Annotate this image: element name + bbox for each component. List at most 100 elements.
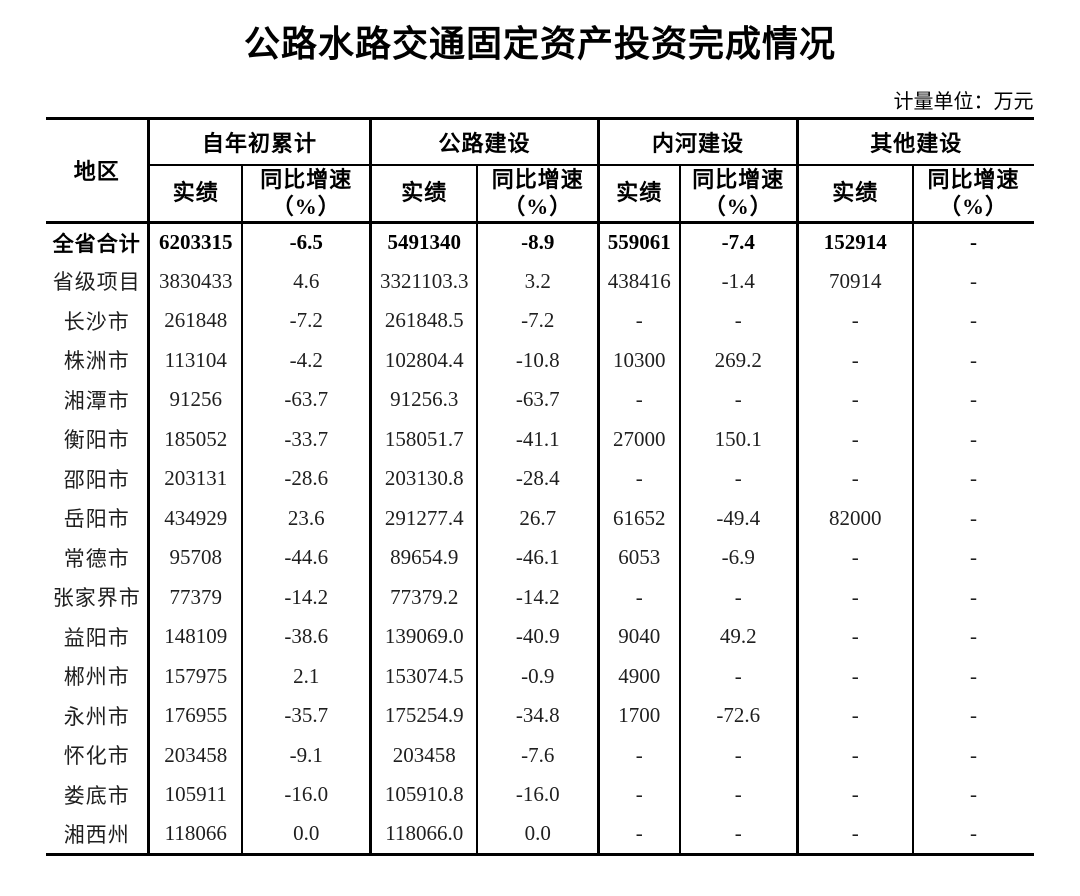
table-body: 全省合计 6203315 -6.5 5491340 -8.9 559061 -7.4 1529… xyxy=(46,222,1034,854)
value-cell: -41.1 xyxy=(476,419,599,459)
value-cell: -7.2 xyxy=(476,301,599,341)
table-header: 地区 自年初累计 公路建设 内河建设 其他建设 实绩 同比增速 （%） 实绩 同… xyxy=(46,118,1034,224)
value-cell: 261848 xyxy=(146,301,243,341)
value-cell: - xyxy=(678,301,798,341)
value-cell: -8.9 xyxy=(476,222,599,262)
sub-header-row: 实绩 同比增速 （%） 实绩 同比增速 （%） 实绩 同比增速 （%） 实绩 同… xyxy=(46,164,1034,224)
table-row: 省级项目 3830433 4.6 3321103.3 3.2 438416 -1.4 7091… xyxy=(46,261,1034,301)
value-cell: - xyxy=(911,775,1034,815)
value-cell: 203130.8 xyxy=(368,459,478,499)
value-cell: 0.0 xyxy=(476,814,599,854)
value-cell: -4.2 xyxy=(241,340,371,380)
value-cell: - xyxy=(911,261,1034,301)
value-cell: 150.1 xyxy=(678,419,798,459)
value-cell: -38.6 xyxy=(241,617,371,657)
value-cell: 157975 xyxy=(146,656,243,696)
value-cell: - xyxy=(678,735,798,775)
value-cell: - xyxy=(911,380,1034,420)
value-cell: - xyxy=(678,577,798,617)
value-cell: - xyxy=(911,617,1034,657)
value-cell: 102804.4 xyxy=(368,340,478,380)
value-cell: -63.7 xyxy=(241,380,371,420)
value-cell: - xyxy=(678,380,798,420)
value-cell: -28.4 xyxy=(476,459,599,499)
value-cell: 91256.3 xyxy=(368,380,478,420)
value-cell: 89654.9 xyxy=(368,538,478,578)
value-cell: - xyxy=(597,301,680,341)
region-cell: 湘潭市 xyxy=(63,388,130,413)
value-cell: 158051.7 xyxy=(368,419,478,459)
value-cell: -16.0 xyxy=(241,775,371,815)
value-cell: - xyxy=(796,735,913,775)
col-header-growth-4: 同比增速 （%） xyxy=(911,164,1034,224)
value-cell: 6203315 xyxy=(146,222,243,262)
value-cell: - xyxy=(911,735,1034,775)
col-header-growth-1: 同比增速 （%） xyxy=(241,164,371,224)
value-cell: -16.0 xyxy=(476,775,599,815)
col-header-growth-3: 同比增速 （%） xyxy=(678,164,798,224)
value-cell: - xyxy=(911,222,1034,262)
value-cell: 3321103.3 xyxy=(368,261,478,301)
region-cell: 张家界市 xyxy=(52,586,141,611)
col-group-other: 其他建设 xyxy=(796,118,1034,166)
value-cell: 113104 xyxy=(146,340,243,380)
value-cell: -33.7 xyxy=(241,419,371,459)
value-cell: -44.6 xyxy=(241,538,371,578)
table-row: 邵阳市 203131 -28.6 203130.8 -28.4- - - - xyxy=(46,459,1034,499)
value-cell: - xyxy=(796,617,913,657)
col-header-growth-2: 同比增速 （%） xyxy=(476,164,599,224)
value-cell: - xyxy=(796,656,913,696)
value-cell: - xyxy=(796,814,913,854)
value-cell: -7.6 xyxy=(476,735,599,775)
value-cell: - xyxy=(678,775,798,815)
value-cell: -6.5 xyxy=(241,222,371,262)
value-cell: 6053 xyxy=(597,538,680,578)
value-cell: 10300 xyxy=(597,340,680,380)
value-cell: - xyxy=(911,696,1034,736)
region-cell: 衡阳市 xyxy=(63,428,130,453)
value-cell: -1.4 xyxy=(678,261,798,301)
table-row: 湘潭市 91256 -63.7 91256.3 -63.7- - - - xyxy=(46,380,1034,420)
table-row: 常德市 95708 -44.6 89654.9 -46.1 6053 -6.9- - xyxy=(46,538,1034,578)
value-cell: 91256 xyxy=(146,380,243,420)
value-cell: - xyxy=(911,814,1034,854)
value-cell: - xyxy=(796,538,913,578)
value-cell: 70914 xyxy=(796,261,913,301)
value-cell: 4900 xyxy=(597,656,680,696)
region-cell: 郴州市 xyxy=(63,665,130,690)
col-header-region: 地区 xyxy=(46,118,149,224)
value-cell: - xyxy=(597,577,680,617)
value-cell: 27000 xyxy=(597,419,680,459)
value-cell: -0.9 xyxy=(476,656,599,696)
value-cell: -72.6 xyxy=(678,696,798,736)
value-cell: 0.0 xyxy=(241,814,371,854)
table-row: 张家界市 77379 -14.2 77379.2 -14.2- - - - xyxy=(46,577,1034,617)
region-cell: 岳阳市 xyxy=(63,507,130,532)
value-cell: - xyxy=(678,814,798,854)
value-cell: 77379 xyxy=(146,577,243,617)
value-cell: -35.7 xyxy=(241,696,371,736)
value-cell: 118066.0 xyxy=(368,814,478,854)
value-cell: -10.8 xyxy=(476,340,599,380)
col-group-inland-river: 内河建设 xyxy=(596,118,798,166)
region-cell: 湘西州 xyxy=(63,822,130,847)
unit-note: 计量单位：万元 xyxy=(893,91,1034,113)
value-cell: 105910.8 xyxy=(368,775,478,815)
table-row: 永州市 176955 -35.7 175254.9 -34.8 1700 -72.6- - xyxy=(46,696,1034,736)
table-row: 株洲市 113104 -4.2 102804.4 -10.8 10300 269.2- - xyxy=(46,340,1034,380)
value-cell: - xyxy=(796,696,913,736)
value-cell: 9040 xyxy=(597,617,680,657)
value-cell: 82000 xyxy=(796,498,913,538)
value-cell: -34.8 xyxy=(476,696,599,736)
value-cell: - xyxy=(796,301,913,341)
value-cell: - xyxy=(796,459,913,499)
value-cell: 148109 xyxy=(146,617,243,657)
col-header-actual-2: 实绩 xyxy=(368,164,478,224)
value-cell: - xyxy=(597,735,680,775)
table-row: 怀化市 203458 -9.1 203458 -7.6- - - - xyxy=(46,735,1034,775)
table-row: 长沙市 261848 -7.2 261848.5 -7.2- - - - xyxy=(46,301,1034,341)
investment-table: 地区 自年初累计 公路建设 内河建设 其他建设 实绩 同比增速 （%） 实绩 同… xyxy=(46,117,1034,856)
region-cell: 株洲市 xyxy=(63,349,130,374)
value-cell: 185052 xyxy=(146,419,243,459)
value-cell: - xyxy=(597,380,680,420)
